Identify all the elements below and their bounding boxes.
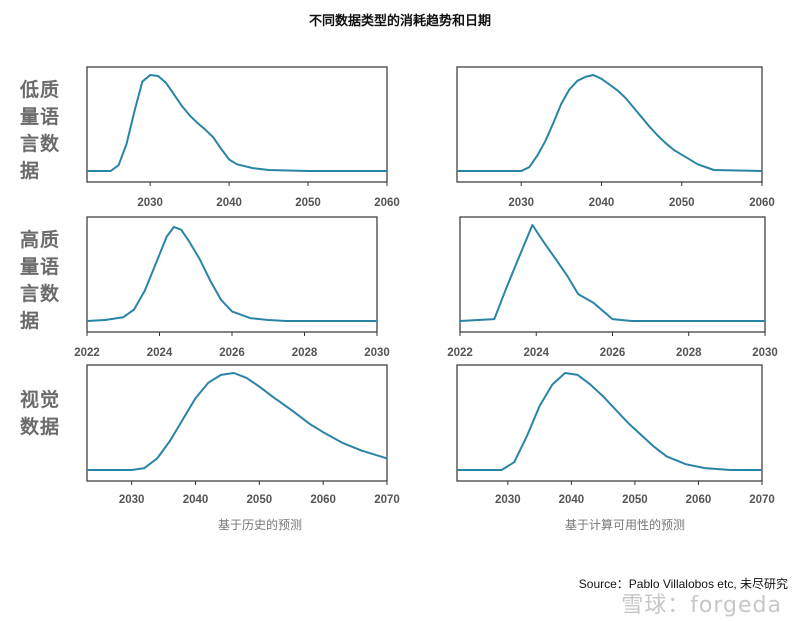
plot-frame <box>86 66 388 183</box>
x-tick-label: 2040 <box>589 197 615 209</box>
x-tick-label: 2050 <box>622 494 648 506</box>
row-label-text: 高质 量语 言数 据 <box>20 230 61 332</box>
row-label-high-quality: 高质 量语 言数 据 <box>20 227 60 335</box>
x-tick-label: 2022 <box>74 347 100 359</box>
x-tick-label: 2060 <box>749 197 775 209</box>
x-tick-label: 2060 <box>686 494 712 506</box>
source-note: Source：Pablo Villalobos etc, 未尽研究 <box>578 577 788 591</box>
x-tick-label: 2022 <box>447 347 473 359</box>
watermark: 雪球：forgeda <box>621 593 782 618</box>
row-label-text: 低质 量语 言数 据 <box>20 80 61 182</box>
x-tick-label: 2070 <box>749 494 775 506</box>
x-tick-label: 2050 <box>669 197 695 209</box>
x-tick-label: 2050 <box>295 197 321 209</box>
series-line <box>459 224 765 322</box>
x-tick-label: 2030 <box>364 347 390 359</box>
x-tick-label: 2040 <box>216 197 242 209</box>
x-tick-label: 2030 <box>752 347 778 359</box>
panel-low-quality-history: 2030 2040 2050 2060 <box>86 66 400 209</box>
row-label-text: 视觉 数据 <box>20 390 61 438</box>
plot-frame <box>456 364 763 482</box>
series-line <box>86 225 377 322</box>
panel-high-quality-history: 2022 2024 2026 2028 2030 <box>74 216 390 359</box>
x-tick-label: 2050 <box>247 494 273 506</box>
panel-low-quality-compute: 2030 2040 2050 2060 <box>456 66 775 209</box>
caption-compute: 基于计算可用性的预测 <box>564 518 685 532</box>
x-tick-label: 2026 <box>600 347 626 359</box>
series-line <box>87 74 387 172</box>
plot-frame <box>86 364 388 482</box>
plot-frame <box>456 66 763 183</box>
x-tick-label: 2060 <box>374 197 400 209</box>
x-tick-label: 2060 <box>310 494 336 506</box>
x-tick-label: 2030 <box>137 197 163 209</box>
row-label-visual: 视觉 数据 <box>20 387 60 441</box>
row-label-low-quality: 低质 量语 言数 据 <box>20 77 60 185</box>
x-tick-label: 2028 <box>676 347 702 359</box>
x-tick-label: 2024 <box>523 347 549 359</box>
plot-frame <box>86 216 378 333</box>
x-tick-label: 2040 <box>559 494 585 506</box>
x-tick-label: 2040 <box>183 494 209 506</box>
x-tick-label: 2030 <box>508 197 534 209</box>
x-tick-label: 2070 <box>374 494 400 506</box>
series-line <box>457 74 763 172</box>
panel-high-quality-compute: 2022 2024 2026 2028 2030 <box>447 216 778 359</box>
panel-visual-compute: 2030 2040 2050 2060 2070 <box>456 364 775 506</box>
x-tick-label: 2030 <box>119 494 145 506</box>
caption-history: 基于历史的预测 <box>217 518 302 532</box>
series-line <box>87 372 388 471</box>
chart-title: 不同数据类型的消耗趋势和日期 <box>308 13 491 28</box>
panel-visual-history: 2030 2040 2050 2060 2070 <box>86 364 400 506</box>
series-line <box>457 372 762 471</box>
x-tick-label: 2028 <box>292 347 318 359</box>
x-tick-label: 2026 <box>219 347 245 359</box>
x-tick-label: 2024 <box>147 347 173 359</box>
x-tick-label: 2030 <box>495 494 521 506</box>
plot-frame <box>459 216 766 333</box>
